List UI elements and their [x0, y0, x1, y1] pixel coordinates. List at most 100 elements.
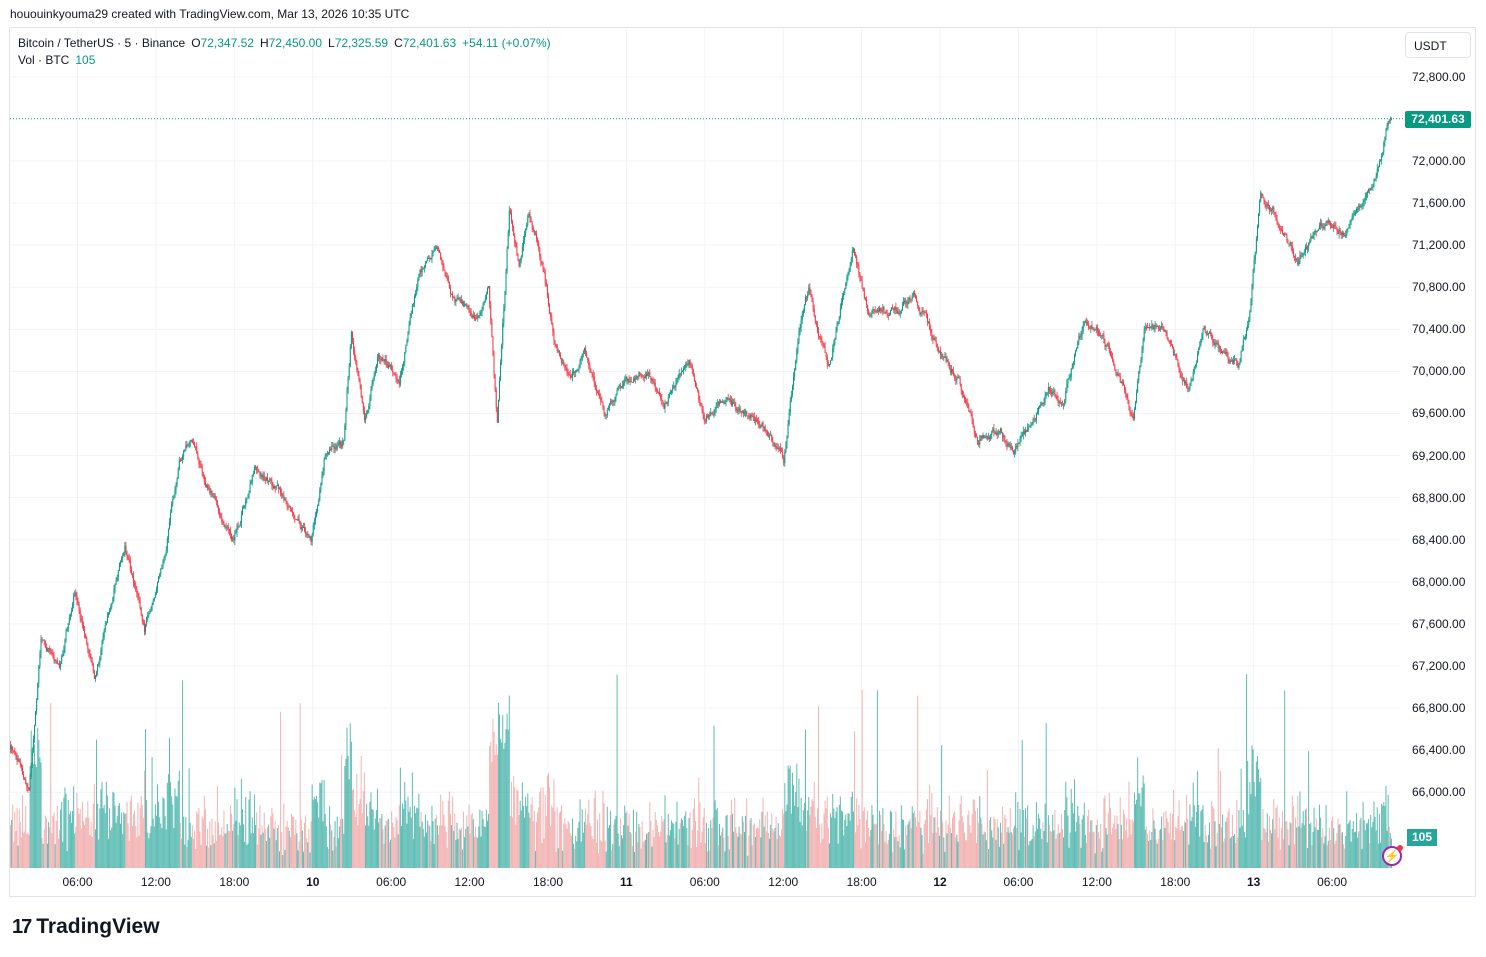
candle [989, 435, 991, 442]
candle-body [367, 409, 369, 414]
candle [55, 659, 57, 664]
volume-bar [1057, 824, 1059, 868]
candle [1300, 251, 1302, 259]
candle [855, 251, 857, 259]
volume-bar [581, 809, 583, 868]
volume-bar [1302, 811, 1304, 868]
candle-body [141, 614, 143, 622]
candle [536, 230, 538, 243]
volume-bar [1059, 831, 1061, 868]
candle [794, 367, 796, 381]
candle [1235, 358, 1237, 361]
volume-bar [1373, 801, 1375, 868]
candle-body [299, 521, 301, 526]
candle-body [765, 430, 767, 432]
candle [867, 304, 869, 315]
candle [630, 376, 632, 383]
candle-body [943, 356, 945, 358]
candle [336, 441, 338, 451]
candle-body [398, 380, 400, 385]
candle-body [492, 336, 494, 356]
volume-bar [667, 814, 669, 868]
volume-bar [717, 845, 719, 868]
candle [813, 304, 815, 318]
candle-body [960, 384, 962, 391]
candle-body [641, 374, 643, 377]
candle [1097, 328, 1099, 337]
volume-bar [184, 844, 186, 868]
candle-body [437, 247, 439, 250]
volume-bar [108, 838, 110, 868]
candle-body [762, 422, 764, 428]
candle-body [763, 427, 765, 429]
candle-body [1175, 353, 1177, 358]
volume-bar [1369, 843, 1371, 868]
volume-bar [1021, 739, 1023, 868]
volume-bar [1262, 808, 1264, 868]
candle-body [223, 523, 225, 527]
volume-bar [586, 824, 588, 868]
candle-body [779, 447, 781, 451]
volume-bar [720, 835, 722, 868]
volume-bar [640, 848, 642, 868]
candle-body [552, 323, 554, 332]
candle [1073, 353, 1075, 366]
volume-bar [1210, 848, 1212, 868]
candle [993, 424, 995, 437]
volume-bar [233, 823, 235, 868]
candle [1042, 402, 1044, 407]
candle [1247, 320, 1249, 331]
volume-bar [171, 796, 173, 868]
candle [901, 301, 903, 311]
candle [283, 491, 285, 503]
volume-bar [284, 849, 286, 868]
candle [19, 758, 21, 768]
candle [198, 457, 200, 468]
candle-body [163, 557, 165, 564]
candle [1189, 382, 1191, 392]
candle-body [950, 369, 952, 373]
candle-body [35, 711, 37, 726]
candle [801, 310, 803, 325]
candle [1128, 399, 1130, 411]
volume-bar [763, 826, 765, 868]
candle [1156, 324, 1158, 328]
candle [47, 647, 49, 652]
candle-body [48, 648, 50, 650]
volume-bar [1168, 833, 1170, 868]
candle [196, 442, 198, 455]
candle-body [752, 415, 754, 417]
volume-bar [733, 831, 735, 868]
volume-bar [36, 767, 38, 868]
candle-body [519, 259, 521, 267]
volume-bar [1124, 814, 1126, 868]
candle-body [734, 401, 736, 407]
candle [1234, 354, 1236, 365]
candle-body [521, 246, 523, 257]
volume-bar [262, 832, 264, 868]
volume-bar [655, 819, 657, 868]
candle [123, 551, 125, 557]
volume-bar [1075, 831, 1077, 868]
volume-bar [1321, 837, 1323, 868]
volume-bar [1212, 806, 1214, 868]
volume-bar [135, 825, 137, 868]
candle [177, 467, 179, 479]
candle-body [566, 367, 568, 372]
candle-body [788, 412, 790, 424]
volume-bar [416, 807, 418, 868]
volume-bar [530, 804, 532, 868]
candle-body [91, 661, 93, 664]
candle [537, 237, 539, 247]
candle-body [467, 305, 469, 307]
candle-body [1283, 233, 1285, 236]
candle-body [1053, 390, 1055, 392]
candle [316, 508, 318, 518]
candle [580, 355, 582, 366]
candle-body [912, 292, 914, 296]
candle [241, 505, 243, 516]
candle [212, 492, 214, 498]
candle-body [857, 264, 859, 266]
volume-bar [1336, 833, 1338, 868]
